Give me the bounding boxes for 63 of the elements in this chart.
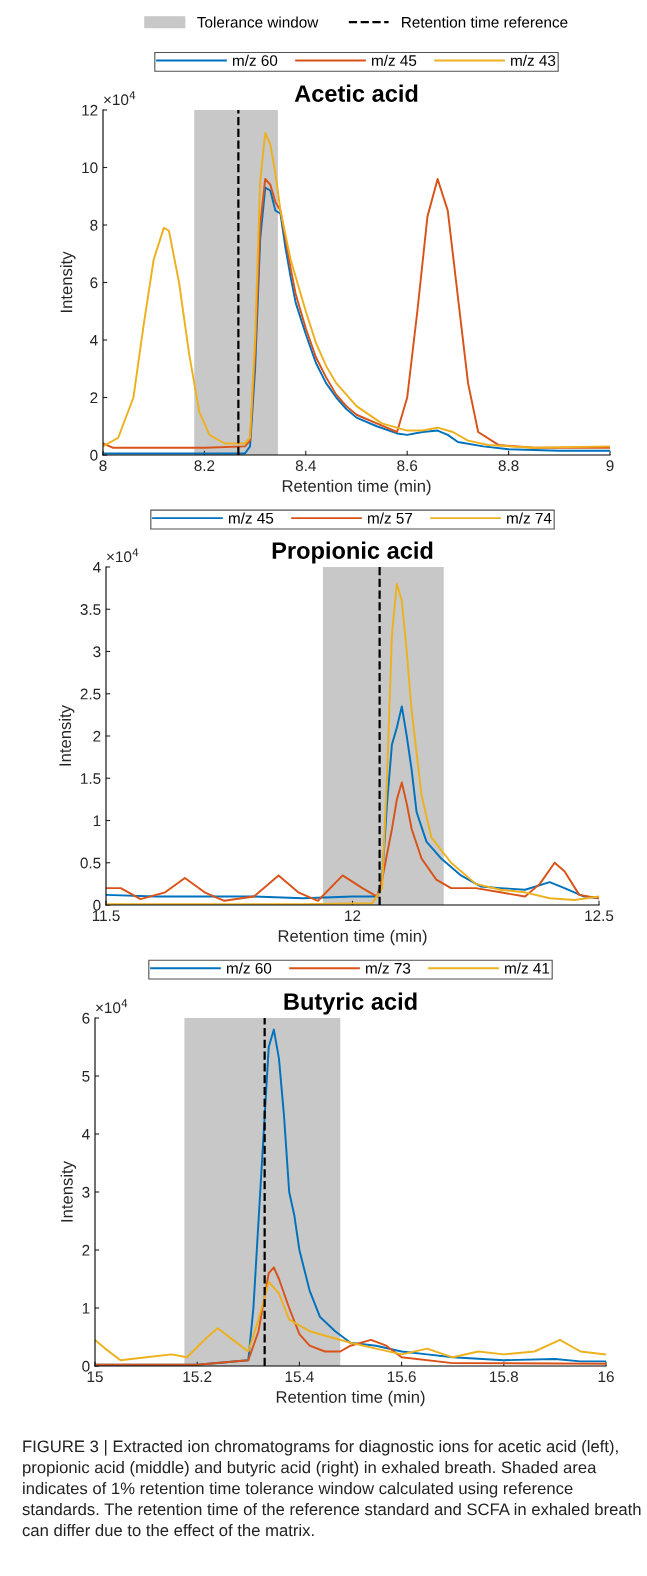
y-tick-label: 0 [93,899,101,911]
legend-label: m/z 73 [366,962,411,974]
y-tick-label: 3.5 [80,604,101,615]
x-tick-label: 15.2 [183,1371,212,1383]
x-tick-label: 9 [606,460,614,472]
x-axis-title: Retention time (min) [282,479,431,496]
y-tick-label: 3 [93,646,101,658]
x-tick-label: 15 [87,1371,103,1383]
x-tick-label: 15.4 [285,1371,314,1383]
text: ×10$^{4}$ [104,91,136,106]
legend-label: m/z 41 [505,962,550,974]
chart-title: Butyric acid [284,992,417,1015]
y-tick-label: 12 [82,104,98,116]
y-tick-label: 10 [82,162,98,174]
y-tick-label: 6 [82,1012,90,1024]
x-tick-label: 8.6 [397,460,418,472]
y-tick-label: 2 [93,730,101,742]
text: ×10$^{4}$ [96,999,128,1014]
line-series [95,1280,606,1362]
x-tick-label: 12 [345,910,361,921]
legend-label: Tolerance window [197,16,319,28]
y-axis-title: Intensity [60,251,76,312]
legend-label: m/z 60 [232,54,278,66]
legend-label: Retention time reference [402,16,568,28]
legend-label: m/z 60 [226,962,272,974]
y-axis-title: Intensity [60,1161,77,1222]
caption: FIGURE 3 | Extracted ion chromatograms for diagnostic ions for acetic acid (left), propionic acid (middle) and butyric acid (right) in exhaled breath. Shaded area indicates of 1% retention time tolerance window calculated using reference standards. The retention time of the reference standard and SCFA in exhaled breath can differ due to the effect of the matrix. [22,1440,641,1537]
x-axis-title: Retention time (min) [278,929,427,946]
y-tick-label: 1.5 [81,773,101,784]
y-tick-label: 4 [92,562,101,573]
chart-title: Acetic acid [294,84,418,102]
y-tick-label: 2 [82,1244,90,1256]
y-tick-label: 1 [93,815,101,827]
y-tick-label: 3 [82,1186,90,1198]
x-axis-title: Retention time (min) [276,1390,425,1407]
legend-label: m/z 74 [507,512,552,524]
x-tick-label: 8.2 [194,460,215,472]
x-tick-label: 12.5 [585,910,614,922]
y-tick-label: 2.5 [80,688,101,700]
chart-title: Propionic acid [272,541,433,564]
legend-label: m/z 43 [511,54,556,66]
y-tick-label: 0.5 [80,857,101,869]
x-tick-label: 8.4 [295,460,316,472]
y-tick-label: 4 [89,335,98,346]
x-tick-label: 11.5 [92,910,120,922]
line-series [106,781,599,902]
x-tick-label: 15.8 [490,1371,518,1383]
y-tick-label: 0 [90,449,98,461]
y-tick-label: 5 [82,1071,90,1082]
y-tick-label: 6 [90,277,98,289]
legend-label: m/z 45 [228,512,274,524]
x-tick-label: 16 [598,1371,614,1383]
y-tick-label: 0 [82,1360,90,1372]
y-tick-label: 1 [82,1303,90,1314]
legend-label: m/z 57 [368,512,413,524]
x-tick-label: 15.6 [387,1371,416,1383]
legend-label: m/z 45 [372,54,417,66]
x-tick-label: 8.8 [498,460,519,472]
y-axis-title: Intensity [58,705,75,766]
y-tick-label: 4 [81,1129,90,1140]
y-tick-label: 2 [90,392,98,404]
y-tick-label: 8 [90,219,98,231]
text: ×10$^{4}$ [107,548,139,563]
